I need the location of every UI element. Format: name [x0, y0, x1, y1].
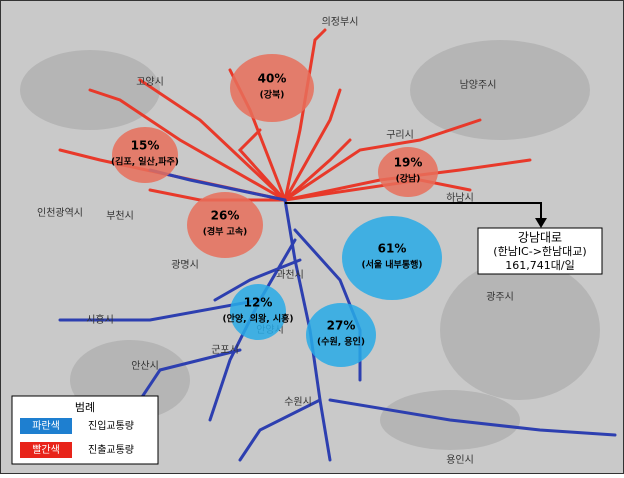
legend-label: 진출교통량	[88, 444, 134, 456]
share-bubble	[112, 127, 178, 183]
bubbles: 40% (강북) 15% (김포, 일산,파주) 19% (강남) 26% (경부 고속) 61…	[111, 54, 442, 367]
bubble-area: (안양, 의왕, 시흥)	[222, 313, 293, 325]
place-label: 광명시	[171, 259, 199, 271]
legend-swatch-label: 파란색	[32, 420, 60, 432]
place-label: 인천광역시	[37, 207, 83, 219]
legend-title: 범례	[75, 401, 95, 414]
share-bubble	[378, 147, 438, 197]
callout-section: (한남IC->한남대교)	[493, 245, 586, 258]
share-bubble	[187, 192, 263, 258]
share-bubble	[306, 303, 376, 367]
legend-swatch-red	[20, 442, 72, 458]
legend-swatch-label: 빨간색	[32, 444, 60, 456]
bubble-percent: 27%	[327, 319, 356, 333]
bubble-percent: 26%	[211, 209, 240, 223]
place-label: 의정부시	[322, 16, 359, 28]
callout-line	[285, 202, 542, 222]
place-label: 수원시	[284, 396, 312, 408]
place-label: 고양시	[136, 76, 164, 88]
place-label: 과천시	[276, 269, 304, 281]
bubble-percent: 40%	[258, 72, 287, 86]
legend-label: 진입교통량	[88, 419, 134, 432]
bubble-area: (서울 내부통행)	[361, 259, 422, 271]
place-label: 시흥시	[86, 313, 114, 326]
place-label: 광주시	[486, 291, 514, 303]
bubble-percent: 15%	[131, 139, 160, 153]
callout-name: 강남대로	[518, 231, 562, 245]
place-label: 부천시	[106, 210, 134, 222]
place-labels: 의정부시고양시구리시남양주시인천광역시부천시광명시과천시시흥시안양시군포시안산시…	[37, 16, 514, 466]
bubble-area: (경부 고속)	[203, 226, 247, 238]
share-bubble	[342, 216, 442, 300]
place-label: 구리시	[386, 129, 414, 141]
bubble-area: (강남)	[396, 173, 421, 185]
callout-volume: 161,741대/일	[505, 258, 574, 272]
share-bubble	[230, 54, 314, 122]
legend-swatch-blue	[20, 418, 72, 434]
place-label: 용인시	[446, 454, 474, 466]
bubble-percent: 19%	[394, 156, 423, 170]
bubble-area: (수원, 용인)	[317, 336, 365, 348]
share-bubble	[230, 284, 286, 340]
bubble-area: (강북)	[260, 89, 285, 101]
callout-box	[477, 227, 603, 275]
place-label: 군포시	[211, 344, 239, 356]
place-label: 하남시	[446, 191, 474, 204]
place-label: 안산시	[131, 360, 159, 372]
callout-arrow	[535, 218, 547, 228]
place-label: 남양주시	[460, 79, 497, 91]
bubble-percent: 12%	[244, 296, 273, 310]
bubble-percent: 61%	[378, 242, 407, 256]
bubble-area: (김포, 일산,파주)	[111, 156, 179, 168]
